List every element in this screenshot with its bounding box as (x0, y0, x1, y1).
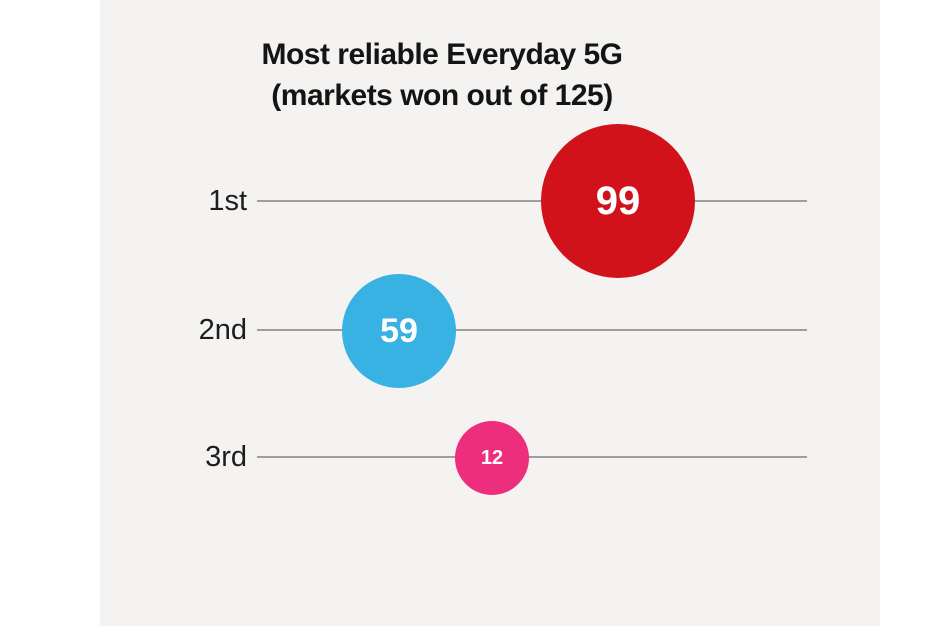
connector-line-1st (257, 200, 807, 202)
rank-label-3rd: 3rd (205, 441, 247, 473)
bubble-1st: 99 (541, 124, 695, 278)
chart-title-block: Most reliable Everyday 5G (markets won o… (142, 34, 742, 116)
chart-panel (100, 0, 880, 626)
rank-label-1st: 1st (208, 185, 247, 217)
bubble-value-3rd: 12 (480, 446, 504, 469)
bubble-value-2nd: 59 (380, 311, 418, 350)
rank-label-2nd: 2nd (198, 314, 247, 346)
bubble-3rd: 12 (455, 421, 529, 495)
bubble-2nd: 59 (342, 274, 456, 388)
connector-line-3rd (257, 456, 807, 458)
bubble-value-1st: 99 (595, 178, 641, 223)
chart-title: Most reliable Everyday 5G (261, 38, 623, 71)
chart-subtitle: (markets won out of 125) (271, 79, 613, 112)
connector-line-2nd (257, 329, 807, 331)
